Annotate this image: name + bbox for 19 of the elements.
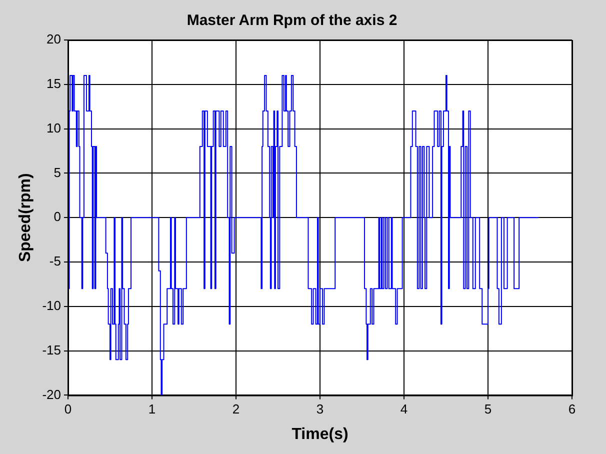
y-tick-label: 20 [46, 32, 61, 47]
y-tick-label: 15 [46, 76, 61, 91]
x-axis-title: Time(s) [292, 426, 348, 443]
chart-title: Master Arm Rpm of the axis 2 [186, 12, 398, 30]
x-tick-label: 5 [484, 402, 492, 417]
x-tick-label: 3 [316, 402, 324, 417]
x-tick-label: 4 [400, 402, 408, 417]
y-axis-title: Speed(rpm) [17, 173, 34, 262]
y-tick-label: -20 [42, 386, 61, 402]
y-tick-label: -15 [42, 342, 61, 358]
y-tick-label: 10 [46, 120, 61, 136]
x-tick-label: 6 [568, 402, 576, 417]
y-tick-label: -10 [42, 298, 61, 313]
y-tick-label: -5 [49, 254, 61, 269]
x-tick-label: 0 [64, 402, 72, 417]
x-tick-label: 2 [232, 402, 240, 417]
y-tick-label: 5 [54, 164, 61, 180]
y-tick-label: 0 [54, 209, 61, 224]
x-tick-label: 1 [148, 402, 156, 417]
